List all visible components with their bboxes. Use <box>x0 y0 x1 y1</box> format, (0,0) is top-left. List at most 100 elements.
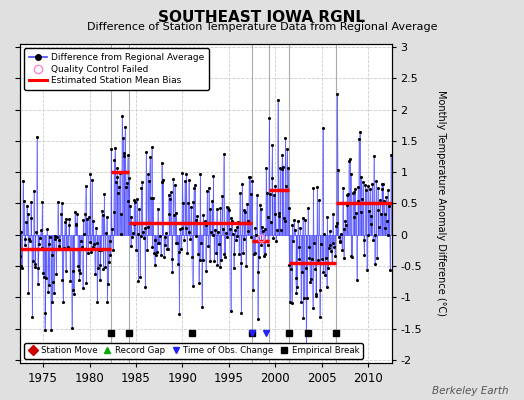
Point <box>163 245 172 252</box>
Point <box>150 250 158 256</box>
Point <box>165 211 173 218</box>
Point <box>369 237 377 243</box>
Point <box>89 218 97 224</box>
Point <box>212 206 221 212</box>
Point <box>198 304 206 310</box>
Point <box>206 206 214 212</box>
Point <box>215 240 223 247</box>
Point <box>40 274 48 280</box>
Point <box>340 255 348 261</box>
Point <box>141 284 149 290</box>
Point <box>136 233 145 239</box>
Point <box>166 196 174 202</box>
Point <box>329 211 337 217</box>
Point <box>54 243 63 249</box>
Point <box>347 253 355 259</box>
Point <box>278 151 287 158</box>
Point <box>248 178 256 184</box>
Point <box>19 178 27 184</box>
Point <box>66 278 74 284</box>
Point <box>32 229 40 235</box>
Point <box>208 198 216 205</box>
Point <box>78 244 86 250</box>
Point <box>292 290 301 296</box>
Point <box>249 286 257 293</box>
Point <box>279 164 287 170</box>
Point <box>46 234 54 240</box>
Point <box>305 254 314 261</box>
Point <box>228 218 236 224</box>
Point <box>252 231 260 238</box>
Point <box>261 251 269 258</box>
Point <box>142 149 150 156</box>
Point <box>31 264 39 270</box>
Point <box>217 257 225 264</box>
Point <box>310 240 318 247</box>
Point <box>37 245 46 252</box>
Point <box>288 300 296 306</box>
Point <box>339 185 347 191</box>
Point <box>323 214 332 220</box>
Point <box>361 182 369 188</box>
Point <box>345 158 353 164</box>
Point <box>330 244 339 250</box>
Point <box>191 182 199 188</box>
Point <box>162 230 170 237</box>
Point <box>24 211 32 217</box>
Point <box>196 171 204 177</box>
Point <box>122 184 130 190</box>
Point <box>144 171 152 177</box>
Point <box>381 225 389 232</box>
Point <box>156 233 164 240</box>
Text: Berkeley Earth: Berkeley Earth <box>432 386 508 396</box>
Point <box>195 256 204 263</box>
Point <box>146 154 154 161</box>
Point <box>154 240 162 246</box>
Point <box>259 228 267 234</box>
Point <box>188 253 196 260</box>
Point <box>220 251 228 257</box>
Point <box>174 249 183 255</box>
Point <box>178 225 186 231</box>
Point <box>35 241 43 248</box>
Point <box>145 178 154 184</box>
Point <box>118 113 126 119</box>
Point <box>299 315 308 322</box>
Point <box>163 246 171 252</box>
Point <box>58 277 67 283</box>
Point <box>97 246 105 253</box>
Point <box>140 224 149 231</box>
Point <box>301 217 309 223</box>
Point <box>368 181 376 187</box>
Point <box>111 145 119 151</box>
Point <box>136 274 144 280</box>
Point <box>188 283 196 290</box>
Point <box>264 214 272 220</box>
Point <box>335 239 344 245</box>
Point <box>62 216 71 222</box>
Point <box>253 192 261 199</box>
Point <box>315 314 324 320</box>
Point <box>303 295 311 302</box>
Point <box>56 246 64 252</box>
Point <box>343 201 351 208</box>
Point <box>382 194 390 200</box>
Point <box>317 241 325 247</box>
Point <box>194 280 203 287</box>
Point <box>320 230 329 237</box>
Point <box>240 235 248 242</box>
Point <box>92 225 100 232</box>
Point <box>23 202 31 209</box>
Point <box>158 179 167 185</box>
Point <box>380 211 389 217</box>
Point <box>218 193 226 199</box>
Point <box>249 251 258 257</box>
Point <box>354 184 363 190</box>
Point <box>157 160 166 166</box>
Point <box>250 250 259 256</box>
Point <box>68 268 77 274</box>
Point <box>20 242 29 248</box>
Point <box>367 213 376 219</box>
Point <box>359 179 367 185</box>
Point <box>293 284 301 290</box>
